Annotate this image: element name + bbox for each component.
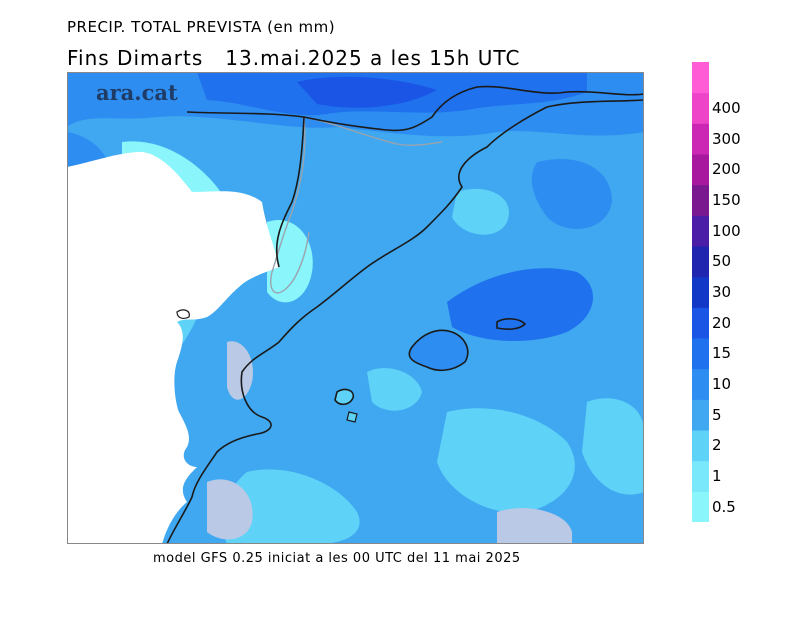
legend-label: 200 [712, 160, 741, 178]
precipitation-map [67, 72, 644, 544]
legend-swatch [692, 185, 709, 216]
watermark-logo: ara.cat [96, 80, 178, 105]
legend-swatch [692, 93, 709, 124]
map-title: PRECIP. TOTAL PREVISTA (en mm) [67, 18, 335, 36]
legend-swatch [692, 369, 709, 400]
model-footer: model GFS 0.25 iniciat a les 00 UTC del … [153, 551, 521, 566]
legend-label: 0.5 [712, 498, 736, 516]
legend-swatch [692, 277, 709, 308]
legend-swatch [692, 399, 709, 430]
legend-swatch [692, 154, 709, 185]
legend-label: 150 [712, 191, 741, 209]
legend-swatch [692, 246, 709, 277]
island-small [177, 310, 189, 318]
island-ibiza [335, 390, 353, 405]
legend-label: 400 [712, 99, 741, 117]
legend-swatch [692, 307, 709, 338]
legend-swatch [692, 491, 709, 522]
legend-label: 300 [712, 130, 741, 148]
legend-swatch [692, 338, 709, 369]
legend-label: 5 [712, 406, 722, 424]
legend-label: 30 [712, 283, 731, 301]
legend-label: 20 [712, 314, 731, 332]
legend-swatch [692, 62, 709, 93]
legend-label: 2 [712, 436, 722, 454]
legend-label: 1 [712, 467, 722, 485]
legend-label: 100 [712, 222, 741, 240]
legend-colorbar [692, 62, 709, 522]
legend-swatch [692, 215, 709, 246]
legend-label: 15 [712, 344, 731, 362]
legend-label: 50 [712, 252, 731, 270]
island-menorca [497, 319, 525, 329]
legend-swatch [692, 461, 709, 492]
legend-label: 10 [712, 375, 731, 393]
legend-swatch [692, 430, 709, 461]
map-subtitle: Fins Dimarts 13.mai.2025 a les 15h UTC [67, 46, 520, 70]
island-formentera [347, 412, 357, 422]
legend-swatch [692, 123, 709, 154]
